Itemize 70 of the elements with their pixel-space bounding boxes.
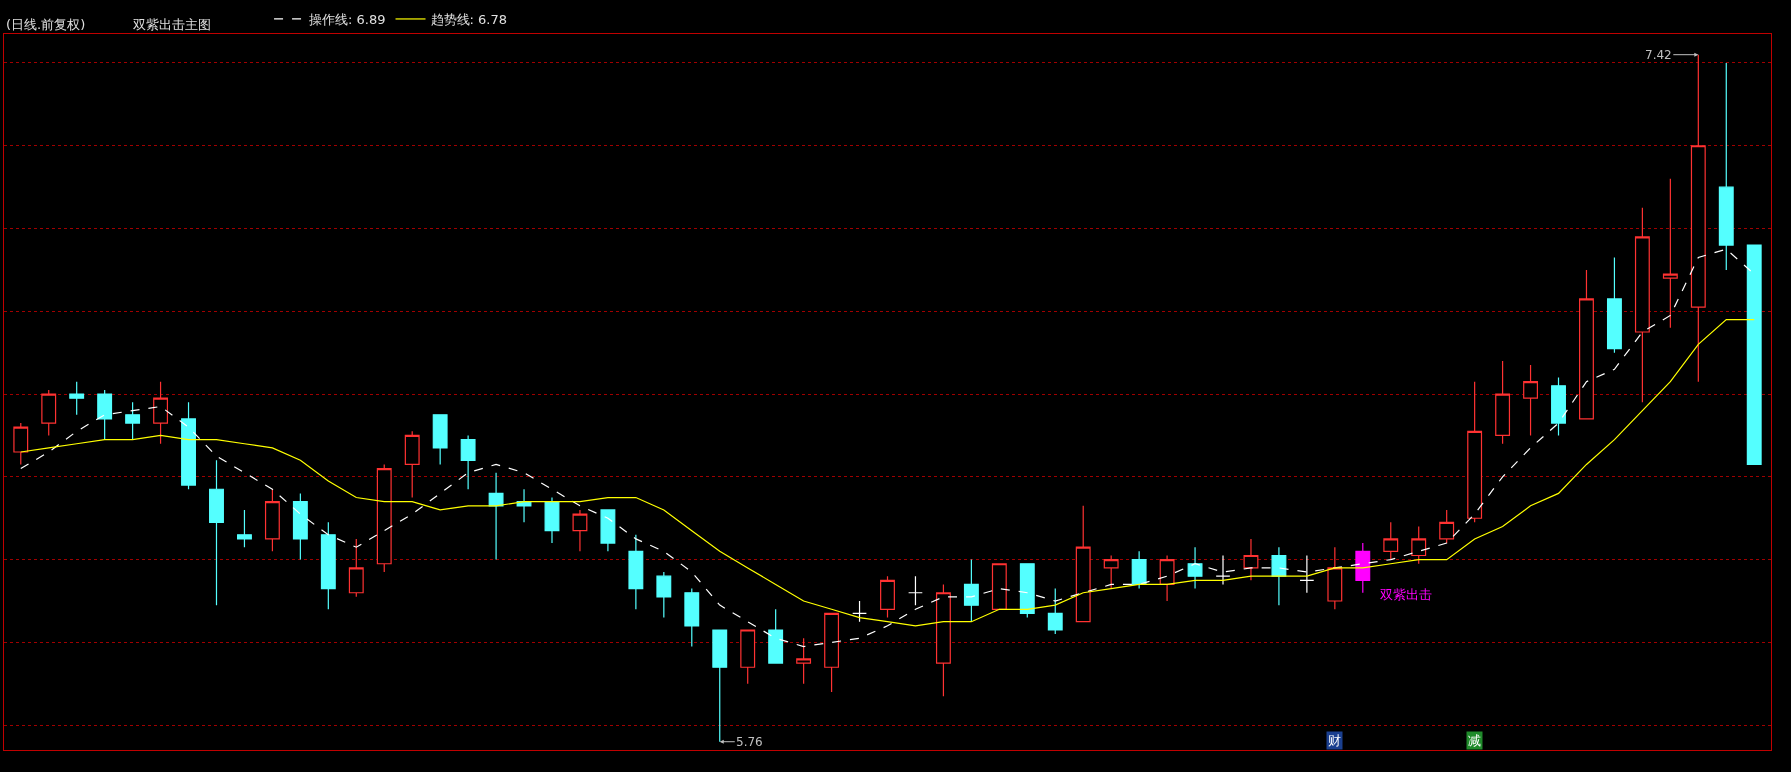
candlestick <box>181 401 196 490</box>
annotation: 减 <box>1468 733 1481 748</box>
candlestick <box>1634 207 1650 403</box>
candlestick <box>41 389 57 437</box>
candlestick <box>1383 521 1399 561</box>
candlestick <box>656 571 672 619</box>
legend-label: 趋势线: 6.78 <box>430 12 507 28</box>
candlestick <box>1215 554 1231 586</box>
candlestick <box>1103 554 1119 590</box>
candlestick <box>768 608 784 664</box>
candlestick <box>404 430 420 499</box>
candlestick <box>1439 509 1455 544</box>
candlestick <box>544 496 560 544</box>
candlestick <box>97 389 113 441</box>
candlestick <box>1411 525 1427 565</box>
candlestick <box>1299 554 1315 594</box>
candlestick <box>824 612 840 693</box>
candlestick <box>292 492 308 561</box>
annotation: 财 <box>1328 733 1341 748</box>
candlestick <box>516 488 532 523</box>
candlestick <box>1271 546 1287 606</box>
candlestick <box>153 381 169 445</box>
candlestick <box>460 434 476 490</box>
candlestick <box>1075 505 1091 623</box>
candlestick <box>1523 364 1538 437</box>
candlestick <box>1551 376 1566 437</box>
chart-title: (日线.前复权) <box>6 17 86 32</box>
candlestick <box>1327 546 1343 610</box>
candlestick <box>572 509 588 552</box>
candlestick <box>376 463 392 573</box>
candlestick <box>991 563 1007 610</box>
candlestick <box>1047 587 1063 635</box>
candlestick <box>488 472 504 561</box>
candlestick <box>1355 542 1371 594</box>
candlestick <box>264 488 280 552</box>
candlestick <box>935 583 951 697</box>
candlestick <box>1718 62 1734 271</box>
candlestick <box>348 538 364 598</box>
candlestick <box>1019 563 1035 619</box>
candlestick <box>1606 256 1622 354</box>
candlestick <box>684 587 700 648</box>
annotation: 5.76 <box>736 735 763 749</box>
chart-subtitle: 双紫出击主图 <box>133 17 211 32</box>
candlestick <box>432 414 448 466</box>
candlestick <box>852 600 867 623</box>
candlestick <box>908 575 923 606</box>
candlestick <box>1131 550 1147 590</box>
candlestick <box>963 559 979 623</box>
candlestick <box>1579 269 1594 420</box>
candlestick <box>1159 554 1175 602</box>
candlestick <box>69 381 85 416</box>
candlestick <box>1495 360 1511 445</box>
candlestick <box>1662 178 1678 329</box>
candlestick <box>628 534 644 610</box>
candlestick <box>13 422 29 466</box>
candlestick <box>600 509 616 552</box>
candlestick <box>740 629 756 685</box>
candlestick <box>880 575 895 619</box>
candlestick <box>320 521 336 610</box>
legend-label: 操作线: 6.89 <box>309 12 386 28</box>
candlestick <box>125 401 141 441</box>
annotation: 7.42 <box>1645 48 1672 62</box>
candlestick <box>796 637 812 685</box>
annotation: 双紫出击 <box>1380 587 1432 602</box>
candlestick <box>1187 546 1203 590</box>
candlestick <box>1467 381 1483 523</box>
candlestick <box>237 509 252 548</box>
candlestick <box>1746 244 1762 466</box>
candlestick <box>1243 538 1259 581</box>
candlestick <box>209 459 224 606</box>
